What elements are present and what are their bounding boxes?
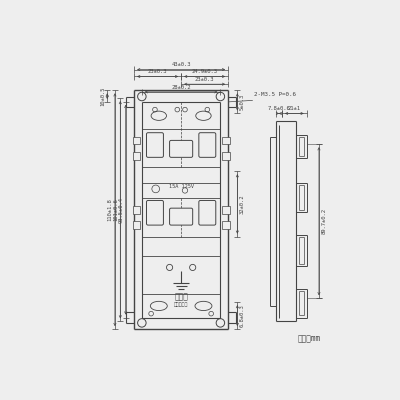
Text: 32±0.2: 32±0.2 [240, 194, 245, 214]
Text: 43±0.3: 43±0.3 [171, 62, 191, 67]
Bar [222, 152, 230, 160]
Text: 単位：mm: 単位：mm [297, 334, 320, 344]
Text: アース端子: アース端子 [174, 302, 188, 307]
Text: 101±0.6: 101±0.6 [113, 198, 118, 221]
FancyBboxPatch shape [146, 200, 164, 225]
Bar [133, 221, 140, 229]
Text: 28±0.2: 28±0.2 [171, 84, 191, 90]
FancyBboxPatch shape [199, 200, 216, 225]
Bar [222, 206, 230, 214]
FancyBboxPatch shape [170, 208, 193, 225]
Text: 23±0.3: 23±0.3 [195, 77, 214, 82]
FancyBboxPatch shape [170, 140, 193, 157]
FancyBboxPatch shape [146, 133, 164, 157]
Bar [222, 136, 230, 144]
Text: 10±0.5: 10±0.5 [100, 86, 105, 106]
Text: 110±1.8: 110±1.8 [108, 198, 113, 221]
Text: アース: アース [174, 292, 188, 301]
Bar [222, 221, 230, 229]
Text: 7.8±0.6: 7.8±0.6 [268, 106, 290, 111]
Bar [133, 206, 140, 214]
Text: 5±0.3: 5±0.3 [240, 94, 245, 110]
Ellipse shape [196, 111, 211, 120]
Ellipse shape [150, 301, 167, 310]
Text: 24.9±0.3: 24.9±0.3 [192, 69, 218, 74]
Text: 93.5±0.4: 93.5±0.4 [118, 197, 123, 223]
FancyBboxPatch shape [199, 133, 216, 157]
Text: 89.7±0.2: 89.7±0.2 [321, 208, 326, 234]
Text: 23±0.3: 23±0.3 [148, 69, 167, 74]
Bar [133, 152, 140, 160]
Text: 6.8±0.3: 6.8±0.3 [240, 304, 245, 327]
Ellipse shape [195, 301, 212, 310]
Text: 15A 125V: 15A 125V [169, 184, 194, 189]
Text: 2-M3.5 P=0.6: 2-M3.5 P=0.6 [254, 92, 296, 97]
Text: 21±1: 21±1 [288, 106, 301, 111]
Bar [133, 136, 140, 144]
Ellipse shape [151, 111, 166, 120]
